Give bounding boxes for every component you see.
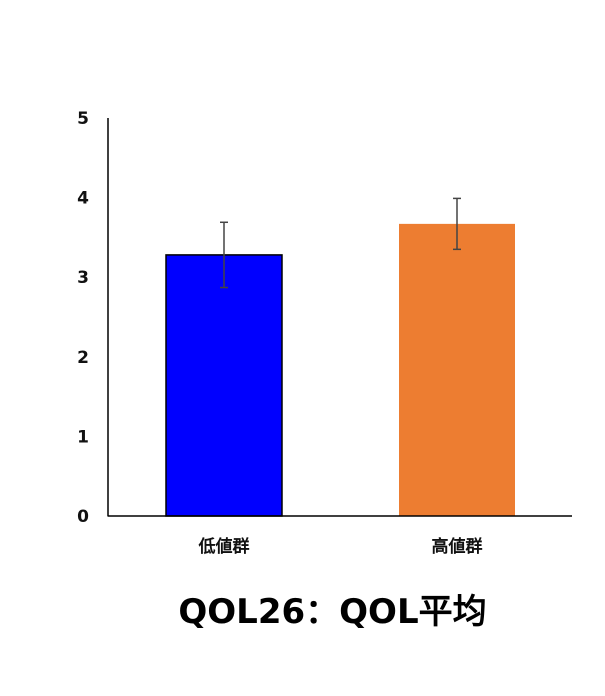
y-tick-label: 0: [77, 507, 89, 527]
y-tick-label: 3: [77, 268, 89, 288]
chart-title: QOL26：QOL平均: [178, 592, 487, 632]
x-category-label: 高値群: [432, 536, 483, 557]
y-tick-label: 5: [77, 109, 89, 129]
error-bar-1: [220, 221, 228, 289]
y-tick-label: 4: [77, 189, 89, 209]
bar-2: [399, 223, 515, 517]
bar-1: [165, 254, 283, 517]
x-category-label: 低値群: [198, 536, 250, 557]
y-tick-label: 2: [77, 348, 89, 368]
y-tick-label: 1: [77, 427, 89, 447]
error-bar-2: [453, 197, 461, 251]
